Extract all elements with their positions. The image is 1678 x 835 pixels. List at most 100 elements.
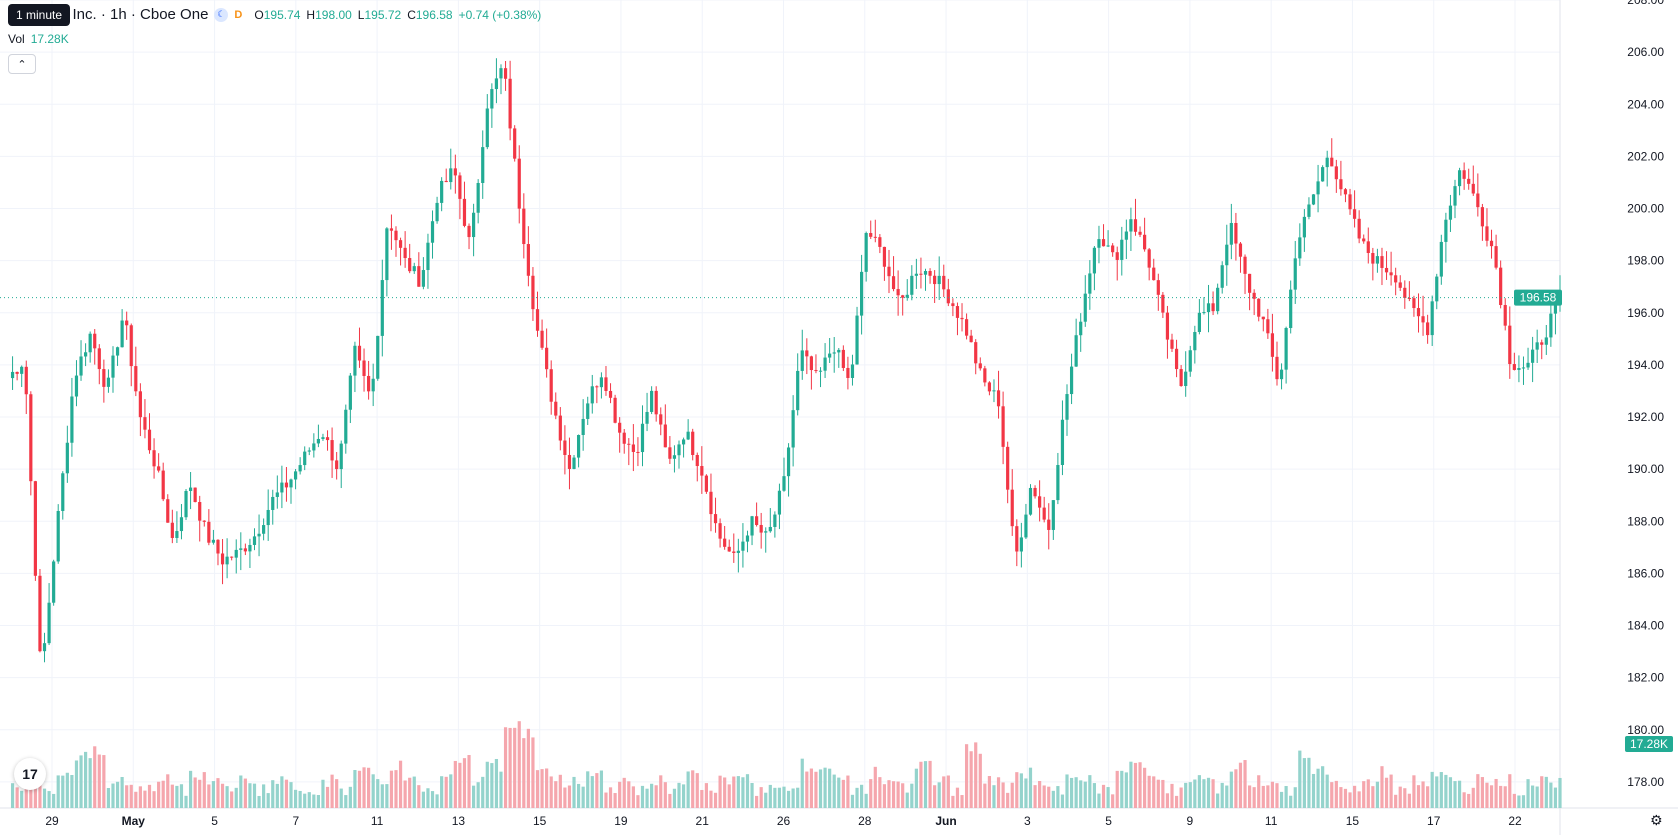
candle-body: [814, 370, 818, 372]
candle-body: [1293, 258, 1297, 290]
volume-bar: [910, 783, 914, 808]
candle-body: [791, 410, 795, 448]
volume-bar: [321, 779, 325, 808]
price-tick-label: 190.00: [1627, 462, 1664, 476]
candle-body: [230, 556, 234, 558]
volume-bar: [1092, 783, 1096, 808]
volume-bar: [376, 779, 380, 808]
volume-bar: [946, 775, 950, 808]
price-tick-label: 204.00: [1627, 97, 1664, 111]
candle-body: [713, 514, 718, 524]
volume-bar: [289, 782, 293, 808]
volume-bar: [850, 794, 855, 808]
candle-body: [855, 315, 859, 365]
time-tick-label: 29: [45, 814, 59, 828]
symbol-legend[interactable]: n Inc. · 1h · Cboe One ☾ D O195.74 H198.…: [8, 6, 541, 23]
candle-body: [1416, 308, 1421, 317]
candle-body: [828, 353, 832, 358]
candle-body: [1197, 312, 1201, 332]
candle-body: [1261, 316, 1265, 320]
volume-bar: [129, 784, 133, 808]
volume-bar: [1229, 771, 1233, 808]
volume-bar: [1184, 782, 1188, 808]
candle-body: [809, 356, 813, 371]
volume-bar: [955, 787, 960, 808]
candle-body: [864, 233, 868, 272]
price-axis[interactable]: 178.00 180.00 182.00 184.00 186.00 188.00 190.…: [1627, 0, 1664, 789]
candle-body: [503, 68, 508, 79]
candle-body: [412, 266, 416, 272]
candle-body: [275, 492, 279, 497]
volume-bar: [535, 770, 540, 808]
candle-body: [640, 423, 645, 453]
volume-bar: [1120, 770, 1124, 808]
candle-body: [20, 366, 24, 374]
volume-legend[interactable]: Vol 17.28K: [8, 32, 69, 46]
volume-bar: [284, 779, 289, 808]
candle-body: [380, 280, 384, 336]
time-tick-label: 3: [1024, 814, 1031, 828]
volume-bar: [1088, 775, 1092, 808]
candle-body: [74, 375, 79, 397]
volume-bar: [1284, 786, 1288, 808]
volume-bar: [230, 791, 234, 808]
candle-body: [1457, 170, 1462, 187]
volume-bar: [1480, 777, 1484, 808]
volume-bar: [102, 755, 106, 808]
volume-bar: [1252, 787, 1256, 808]
volume-bar: [1357, 791, 1361, 808]
tradingview-logo-icon[interactable]: 17: [14, 758, 46, 790]
candle-body: [905, 294, 909, 298]
candle-body: [608, 390, 613, 398]
volume-bar: [248, 783, 252, 808]
volume-bar: [271, 780, 275, 808]
symbol-title[interactable]: n Inc. · 1h · Cboe One: [60, 6, 209, 23]
candle-body: [745, 535, 750, 542]
volume-bar: [800, 758, 804, 808]
volume-bar: [636, 795, 640, 808]
candle-body: [1325, 157, 1329, 168]
candle-body: [335, 460, 339, 470]
volume-bar: [882, 784, 887, 808]
candle-body: [1448, 205, 1453, 220]
volume-bar: [590, 776, 594, 808]
volume-bar: [809, 768, 813, 808]
volume-bar: [1503, 786, 1507, 808]
volume-bar: [873, 766, 877, 808]
volume-bar: [472, 785, 476, 808]
time-tick-label: 22: [1508, 814, 1522, 828]
session-icon[interactable]: ☾: [214, 7, 229, 22]
volume-bar: [106, 787, 111, 808]
candle-body: [695, 454, 699, 467]
volume-bar: [686, 771, 690, 808]
candle-body: [736, 550, 740, 553]
volume-bar: [1001, 782, 1005, 808]
collapse-legend-button[interactable]: ⌃: [8, 54, 36, 74]
volume-bar: [645, 788, 649, 808]
volume-bar: [1257, 775, 1261, 808]
candle-body: [1549, 313, 1553, 338]
candle-body: [1553, 300, 1558, 314]
candle-body: [613, 397, 617, 423]
candle-body: [1179, 369, 1183, 387]
candle-body: [645, 411, 649, 424]
volume-bar: [353, 770, 357, 808]
candle-body: [198, 502, 202, 521]
volume-bar: [403, 780, 407, 808]
gear-icon[interactable]: ⚙: [1650, 812, 1663, 828]
candle-body: [841, 349, 845, 368]
price-tick-label: 194.00: [1627, 358, 1664, 372]
candle-body: [426, 242, 430, 271]
volume-bar: [1448, 777, 1453, 808]
volume-bar: [166, 774, 170, 808]
time-axis[interactable]: 29 May 5 7 11 13 15 19 21 26 28 Jun 3 5 9 11 15 17 22: [45, 814, 1522, 828]
candle-body: [266, 509, 270, 526]
volume-bar: [385, 784, 389, 808]
candle-body: [741, 541, 745, 551]
time-tick-label: 5: [211, 814, 218, 828]
volume-bar: [398, 760, 403, 808]
volume-bar: [453, 760, 457, 808]
volume-bar: [659, 775, 663, 808]
candle-body: [1074, 335, 1078, 367]
